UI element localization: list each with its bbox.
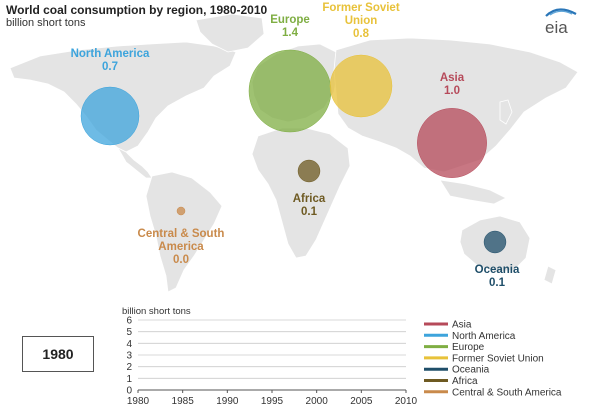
- line-chart-ylabel: billion short tons: [122, 306, 191, 317]
- xtick-label-2000: 2000: [306, 396, 329, 407]
- ytick-label-2: 2: [126, 362, 132, 373]
- xtick-label-2005: 2005: [350, 396, 373, 407]
- bubble-central-and-south-america: [176, 206, 186, 216]
- ytick-label-1: 1: [126, 374, 132, 385]
- bubble-europe: [248, 49, 332, 133]
- region-name-former-soviet-union-line-1: Former Soviet: [322, 2, 399, 14]
- region-value-asia: 1.0: [444, 85, 460, 97]
- ytick-label-0: 0: [126, 386, 132, 397]
- region-name-europe: Europe: [270, 14, 310, 26]
- current-year-box: 1980: [22, 336, 94, 372]
- region-name-former-soviet-union-line-2: Union: [345, 15, 378, 27]
- bubble-former-soviet-union: [329, 54, 393, 118]
- continent-africa: [251, 127, 351, 259]
- ytick-label-4: 4: [126, 339, 132, 350]
- chart-subtitle: billion short tons: [6, 17, 86, 29]
- ytick-label-3: 3: [126, 351, 132, 362]
- bubble-oceania: [483, 230, 507, 254]
- region-name-central-and-south-america-line-1: Central & South: [138, 228, 225, 240]
- continent-new-zealand: [543, 265, 557, 285]
- continent-japan: [499, 99, 513, 125]
- eia-logo: eia: [545, 8, 577, 36]
- xtick-label-1985: 1985: [172, 396, 195, 407]
- region-value-europe: 1.4: [282, 27, 299, 39]
- continent-south-america: [145, 171, 223, 293]
- continent-central-america: [116, 147, 153, 179]
- region-value-central-and-south-america: 0.0: [173, 254, 189, 266]
- legend-label-asia: Asia: [452, 320, 472, 331]
- continent-asia: [333, 37, 579, 173]
- logo-text: eia: [545, 18, 568, 36]
- xtick-label-1995: 1995: [261, 396, 284, 407]
- bubble-asia: [417, 108, 487, 178]
- xtick-label-1980: 1980: [127, 396, 150, 407]
- chart-title: World coal consumption by region, 1980-2…: [6, 3, 268, 17]
- region-name-asia: Asia: [440, 72, 465, 84]
- bubbles: [80, 49, 507, 254]
- region-value-north-america: 0.7: [102, 61, 118, 73]
- bubble-africa: [297, 159, 321, 183]
- legend-label-central-and-south-america: Central & South America: [452, 387, 562, 398]
- ytick-label-6: 6: [126, 316, 132, 327]
- legend-label-europe: Europe: [452, 342, 485, 353]
- region-name-africa: Africa: [293, 193, 326, 205]
- region-name-north-america: North America: [71, 48, 150, 60]
- xtick-label-1990: 1990: [216, 396, 239, 407]
- region-name-central-and-south-america-line-2: America: [158, 241, 204, 253]
- continent-se-asia: [439, 179, 507, 205]
- region-name-oceania: Oceania: [475, 264, 520, 276]
- bubble-north-america: [80, 86, 140, 146]
- legend-label-former-soviet-union: Former Soviet Union: [452, 353, 544, 364]
- legend-label-africa: Africa: [452, 376, 478, 387]
- region-value-africa: 0.1: [301, 206, 318, 218]
- xtick-label-2010: 2010: [395, 396, 418, 407]
- region-value-former-soviet-union: 0.8: [353, 28, 370, 40]
- legend-label-oceania: Oceania: [452, 365, 490, 376]
- legend-label-north-america: North America: [452, 331, 516, 342]
- region-value-oceania: 0.1: [489, 277, 506, 289]
- ytick-label-5: 5: [126, 327, 132, 338]
- continent-greenland: [195, 13, 265, 53]
